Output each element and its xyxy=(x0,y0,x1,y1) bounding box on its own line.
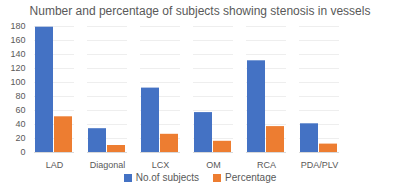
svg-text:Diagonal: Diagonal xyxy=(90,160,126,170)
svg-text:OM: OM xyxy=(206,160,221,170)
svg-text:160: 160 xyxy=(10,35,25,45)
svg-text:0: 0 xyxy=(20,147,25,157)
svg-text:120: 120 xyxy=(10,63,25,73)
html-text:Number and percentage of subje: Number and percentage of subjects showin… xyxy=(29,4,371,18)
svg-text:PDA/PLV: PDA/PLV xyxy=(301,160,338,170)
svg-text:20: 20 xyxy=(15,133,25,143)
svg-text:LAD: LAD xyxy=(46,160,64,170)
svg-text:180: 180 xyxy=(10,21,25,31)
svg-text:RCA: RCA xyxy=(257,160,276,170)
svg-text:80: 80 xyxy=(15,91,25,101)
svg-text:60: 60 xyxy=(15,105,25,115)
svg-text:40: 40 xyxy=(15,119,25,129)
svg-text:140: 140 xyxy=(10,49,25,59)
svg-text:100: 100 xyxy=(10,77,25,87)
html-text:Percentage: Percentage xyxy=(225,172,277,183)
svg-text:LCX: LCX xyxy=(152,160,170,170)
html-text:No.of subjects: No.of subjects xyxy=(135,172,200,183)
